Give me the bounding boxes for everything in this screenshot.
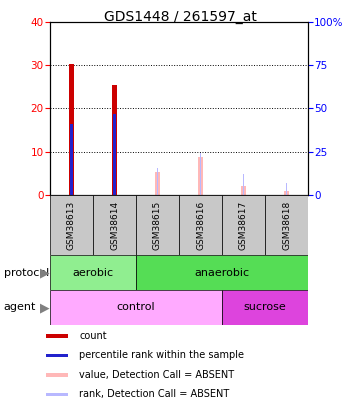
Bar [222,195,265,255]
Bar [70,124,73,195]
Bar [47,354,68,357]
Bar [284,191,289,195]
Text: value, Detection Call = ABSENT: value, Detection Call = ABSENT [79,370,234,380]
Bar [200,153,201,195]
Text: agent: agent [4,303,36,313]
Text: GSM38618: GSM38618 [282,200,291,249]
Bar [47,392,68,396]
Bar [157,168,158,195]
Text: GSM38615: GSM38615 [153,200,162,249]
Bar [242,186,245,195]
Text: control: control [117,303,155,313]
Bar [243,174,244,195]
Text: ▶: ▶ [40,301,50,314]
Bar [50,195,93,255]
Text: count: count [79,331,106,341]
Text: GSM38616: GSM38616 [196,200,205,249]
Bar [50,255,136,290]
Text: percentile rank within the sample: percentile rank within the sample [79,350,244,360]
Bar [50,290,222,325]
Bar [265,195,308,255]
Bar [69,64,74,195]
Bar [93,195,136,255]
Text: aerobic: aerobic [73,267,114,277]
Text: anaerobic: anaerobic [195,267,249,277]
Bar [198,157,203,195]
Text: rank, Detection Call = ABSENT: rank, Detection Call = ABSENT [79,389,229,399]
Bar [136,195,179,255]
Bar [113,114,116,195]
Text: GSM38613: GSM38613 [67,200,76,249]
Bar [47,373,68,377]
Bar [222,290,308,325]
Bar [286,183,287,195]
Text: protocol: protocol [4,267,49,277]
Bar [155,172,160,195]
Bar [47,334,68,338]
Bar [179,195,222,255]
Text: GDS1448 / 261597_at: GDS1448 / 261597_at [104,10,257,24]
Bar [112,85,117,195]
Text: GSM38617: GSM38617 [239,200,248,249]
Text: GSM38614: GSM38614 [110,200,119,249]
Text: sucrose: sucrose [244,303,286,313]
Bar [136,255,308,290]
Text: ▶: ▶ [40,266,50,279]
